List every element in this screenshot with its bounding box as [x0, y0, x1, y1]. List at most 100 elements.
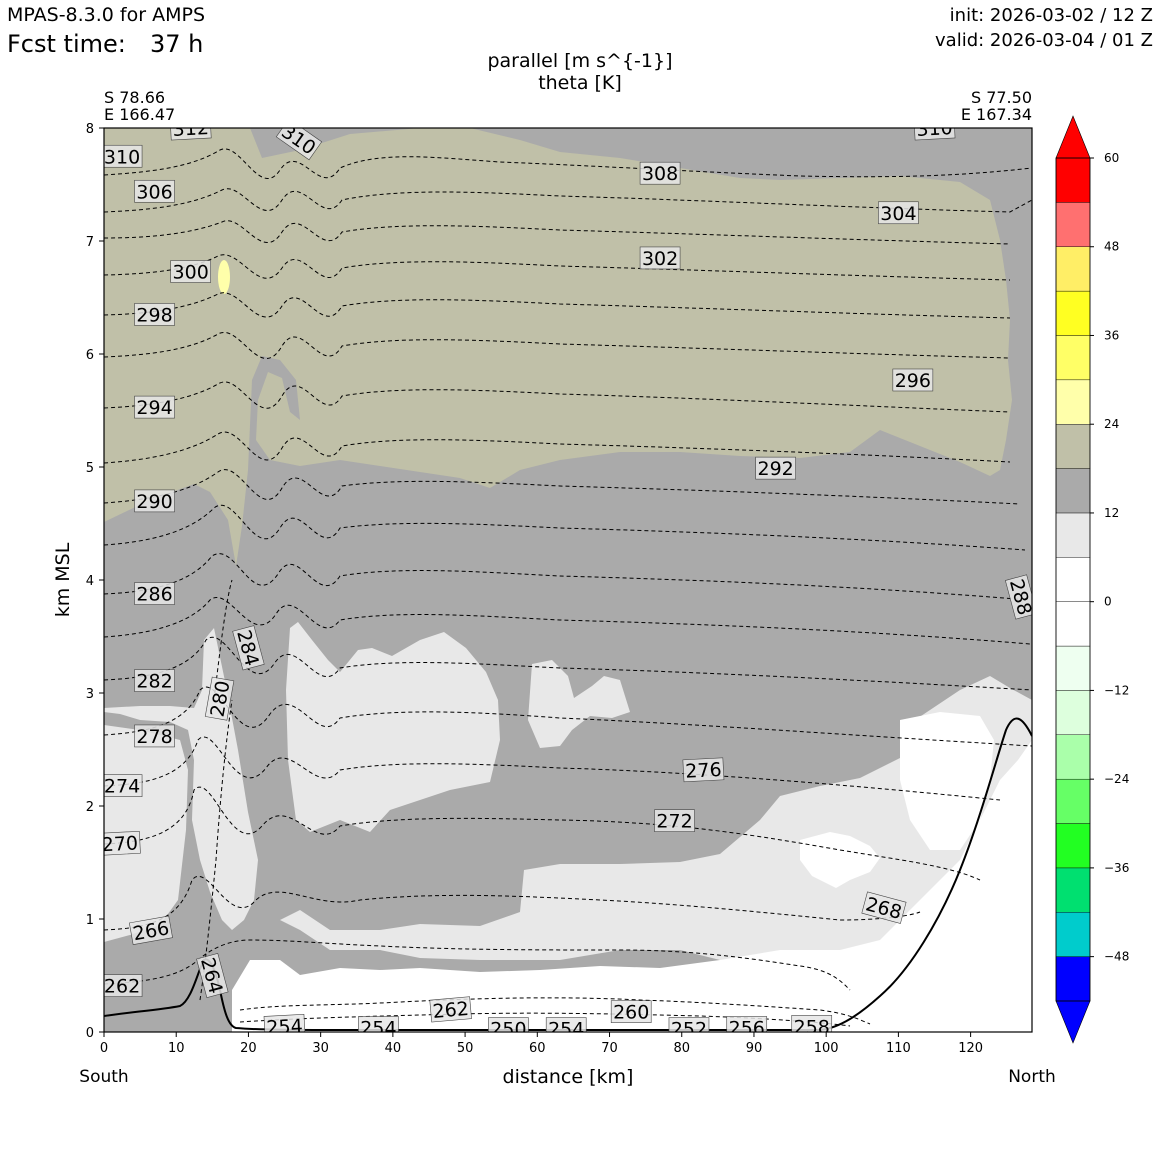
colorbar-tick-label: −24	[1104, 772, 1129, 786]
contour-label-layer: 312 3103103103083063043023002982962942922…	[104, 117, 1032, 1041]
contour-label: 294	[134, 395, 175, 419]
contour-label-box	[263, 1014, 306, 1032]
y-tick-label: 2	[86, 800, 94, 815]
contour-label-text: 296	[895, 370, 931, 392]
contour-label: 276	[682, 757, 725, 783]
fcst-label: Fcst time:	[7, 30, 126, 58]
contour-label-box	[358, 1016, 399, 1032]
contour-label: 274	[104, 774, 143, 798]
contour-label-box	[861, 891, 907, 924]
x-tick-label: 90	[746, 1041, 763, 1056]
colorbar-segment	[1055, 468, 1091, 514]
contour-label: 290	[134, 489, 175, 513]
colorbar-segment	[1055, 246, 1091, 292]
contour-label-text: 300	[173, 262, 209, 284]
colorbar-segment	[1055, 690, 1091, 735]
contour-label-box	[639, 246, 681, 270]
contour-label-box	[726, 1016, 768, 1032]
contour-label-text: 302	[642, 248, 678, 270]
colorbar-under-arrow	[1055, 1000, 1091, 1044]
contour-label-text: 282	[136, 671, 172, 693]
contour-label-box	[128, 915, 173, 945]
colorbar-frame	[1055, 157, 1091, 1002]
y-tick-label: 5	[86, 461, 94, 476]
colorbar-segment	[1055, 290, 1091, 336]
y-tick-label: 1	[86, 913, 94, 928]
colorbar-segment	[1055, 202, 1091, 247]
colorbar-segment	[1055, 424, 1091, 469]
contour-label-box	[791, 1015, 833, 1032]
contour-label-box	[104, 974, 143, 997]
contour-label-text: 298	[136, 304, 172, 326]
right-lon: E 167.34	[961, 105, 1032, 124]
colorbar-tick-label: −36	[1104, 861, 1129, 875]
colorbar-tick-label: 48	[1104, 240, 1119, 254]
contour-label-box	[134, 179, 175, 203]
contour-label-box	[134, 395, 175, 419]
y-axis-ticks: 0 1 2 3 4 5 6 7 8	[86, 122, 104, 1041]
left-lat: S 78.66	[104, 88, 165, 107]
valid-time: valid: 2026-03-04 / 01 Z	[935, 30, 1153, 51]
contour-label-box	[134, 724, 175, 748]
contour-label-box	[134, 582, 175, 605]
colorbar-tick-label: 24	[1104, 417, 1119, 431]
contour-label-box	[169, 128, 212, 141]
colorbar-tick-label: 0	[1104, 595, 1112, 609]
fill-lightgray-6-12-mid	[286, 622, 500, 832]
contour-label-box	[668, 1017, 710, 1032]
contour-label: 310	[913, 128, 956, 141]
colorbar-tick-label: −12	[1104, 683, 1129, 697]
fill-lightgray-6-12-blob	[528, 660, 630, 748]
y-tick-label: 0	[86, 1026, 94, 1041]
colorbar-segment	[1055, 512, 1091, 558]
contour-label-box	[878, 201, 919, 225]
x-tick-label: 0	[100, 1041, 108, 1056]
fill-lightgray-6-12-right	[280, 676, 1032, 1032]
model-name: MPAS-8.3.0 for AMPS	[7, 4, 205, 26]
contour-label: 308	[639, 161, 681, 185]
contour-label-text: 304	[880, 203, 916, 225]
fill-yellow-24-30	[218, 260, 230, 294]
contour-label: 254	[545, 1017, 587, 1032]
contour-label-box	[104, 774, 143, 797]
chart-title-line1: parallel [m s^{-1}]	[487, 50, 672, 72]
contour-label-text: 252	[671, 1019, 707, 1041]
contour-label: 254	[263, 1014, 306, 1039]
contour-label-text: 254	[266, 1015, 303, 1039]
colorbar-over-arrow	[1055, 115, 1091, 159]
colorbar-segment	[1055, 734, 1091, 780]
contour-label-text: 294	[136, 397, 172, 419]
contour-label-box	[104, 144, 143, 168]
contour-label-text: 262	[104, 976, 140, 998]
colorbar-segment	[1055, 912, 1091, 957]
contour-label: 286	[134, 582, 175, 606]
contour-label-text: 256	[729, 1017, 765, 1039]
colorbar: 60 48 36 24 12 0 −12 −24 −36 −48	[1055, 115, 1129, 1044]
colorbar-tick-label: 36	[1104, 328, 1119, 342]
contour-label-box	[610, 1000, 652, 1023]
colorbar-segment	[1055, 645, 1091, 691]
contour-label-text: 274	[104, 776, 140, 798]
contour-label: 292	[755, 456, 796, 480]
y-axis-label: km MSL	[52, 542, 74, 617]
contour-label: 306	[134, 179, 175, 203]
x-tick-label: 20	[240, 1041, 257, 1056]
plot-area: 312 3103103103083063043023002982962942922…	[104, 117, 1032, 1041]
contour-label: 256	[726, 1016, 768, 1039]
contour-label-box	[892, 368, 934, 392]
x-tick-label: 80	[673, 1041, 690, 1056]
contour-label-text: 310	[104, 146, 140, 168]
contour-label-box	[196, 952, 229, 999]
contour-label-text: 306	[136, 181, 172, 203]
contour-label: 254	[358, 1016, 399, 1032]
x-tick-label: 120	[958, 1041, 983, 1056]
fill-white-0-6-b	[800, 832, 880, 888]
contour-label: 312	[169, 117, 212, 141]
contour-label-box	[639, 161, 681, 185]
contour-label-text: 312	[172, 117, 209, 141]
x-tick-label: 110	[886, 1041, 911, 1056]
contour-label-text: 260	[613, 1002, 649, 1024]
contour-label-box	[913, 128, 956, 141]
colorbar-segment	[1055, 335, 1091, 381]
colorbar-segment	[1055, 157, 1091, 203]
